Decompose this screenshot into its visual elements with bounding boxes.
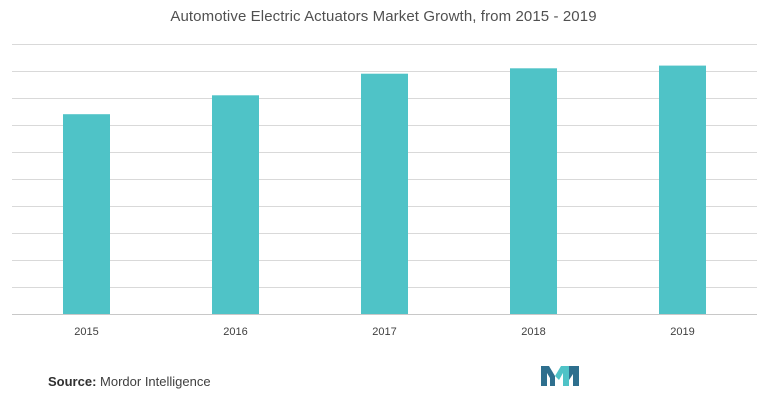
x-tick-label-2019: 2019 xyxy=(670,326,694,338)
bar-2019 xyxy=(659,65,706,314)
source-note: Source: Mordor Intelligence xyxy=(48,374,211,389)
source-label: Source: xyxy=(48,374,97,389)
mordor-intelligence-logo-icon xyxy=(541,366,579,386)
bar-2016 xyxy=(212,95,259,314)
x-tick-label-2018: 2018 xyxy=(521,326,545,338)
x-tick-label-2017: 2017 xyxy=(372,326,396,338)
chart-title: Automotive Electric Actuators Market Gro… xyxy=(170,8,597,25)
bar-2018 xyxy=(510,68,557,314)
x-tick-label-2016: 2016 xyxy=(223,326,247,338)
source-text: Mordor Intelligence xyxy=(100,374,211,389)
bar-2015 xyxy=(63,114,110,314)
x-tick-label-2015: 2015 xyxy=(74,326,98,338)
bars xyxy=(63,65,706,314)
x-axis-labels: 2015 2016 2017 2018 2019 xyxy=(74,326,694,338)
bar-2017 xyxy=(361,73,408,314)
